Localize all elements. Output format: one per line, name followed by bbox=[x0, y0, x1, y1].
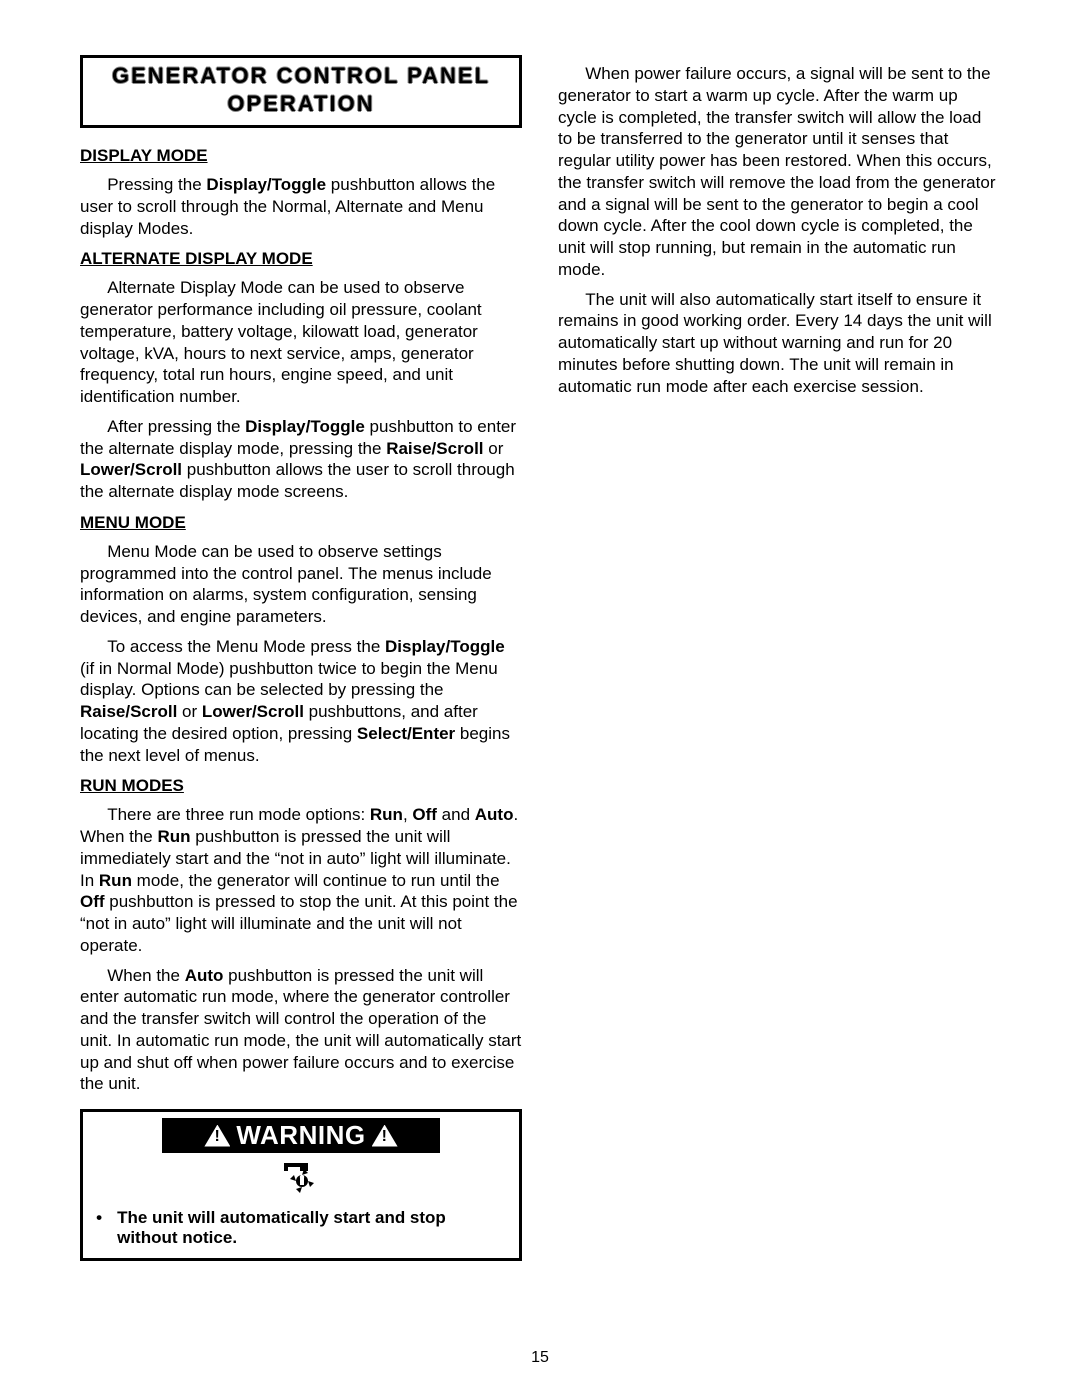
warning-header: ! WARNING ! bbox=[162, 1118, 439, 1153]
warning-bullet: • The unit will automatically start and … bbox=[87, 1208, 515, 1254]
para-run-2: When the Auto pushbutton is pressed the … bbox=[80, 965, 522, 1096]
section-title-line2: OPERATION bbox=[227, 91, 374, 116]
section-title-line1: GENERATOR CONTROL PANEL bbox=[112, 63, 490, 88]
para-alt-2: After pressing the Display/Toggle pushbu… bbox=[80, 416, 522, 503]
para-right-2: The unit will also automatically start i… bbox=[558, 289, 1000, 398]
para-alt-1: Alternate Display Mode can be used to ob… bbox=[80, 277, 522, 408]
left-column: GENERATOR CONTROL PANEL OPERATION DISPLA… bbox=[80, 55, 522, 1261]
heading-alternate-display-mode: ALTERNATE DISPLAY MODE bbox=[80, 249, 522, 269]
two-column-layout: GENERATOR CONTROL PANEL OPERATION DISPLA… bbox=[80, 55, 1000, 1261]
warning-triangle-icon: ! bbox=[372, 1125, 398, 1147]
warning-hazard-icon bbox=[87, 1157, 515, 1202]
bullet-dot: • bbox=[93, 1208, 105, 1248]
para-menu-1: Menu Mode can be used to observe setting… bbox=[80, 541, 522, 628]
section-title-box: GENERATOR CONTROL PANEL OPERATION bbox=[80, 55, 522, 128]
right-column: When power failure occurs, a signal will… bbox=[558, 55, 1000, 1261]
heading-display-mode: DISPLAY MODE bbox=[80, 146, 522, 166]
warning-bullet-text: The unit will automatically start and st… bbox=[117, 1208, 509, 1248]
warning-label: WARNING bbox=[236, 1120, 365, 1151]
para-run-1: There are three run mode options: Run, O… bbox=[80, 804, 522, 956]
para-menu-2: To access the Menu Mode press the Displa… bbox=[80, 636, 522, 767]
heading-menu-mode: MENU MODE bbox=[80, 513, 522, 533]
warning-triangle-icon: ! bbox=[204, 1125, 230, 1147]
section-title: GENERATOR CONTROL PANEL OPERATION bbox=[89, 62, 513, 117]
heading-run-modes: RUN MODES bbox=[80, 776, 522, 796]
warning-box: ! WARNING ! bbox=[80, 1109, 522, 1261]
manual-page: GENERATOR CONTROL PANEL OPERATION DISPLA… bbox=[0, 0, 1080, 1397]
page-number: 15 bbox=[0, 1349, 1080, 1367]
para-display-mode-1: Pressing the Display/Toggle pushbutton a… bbox=[80, 174, 522, 239]
para-right-1: When power failure occurs, a signal will… bbox=[558, 63, 1000, 281]
